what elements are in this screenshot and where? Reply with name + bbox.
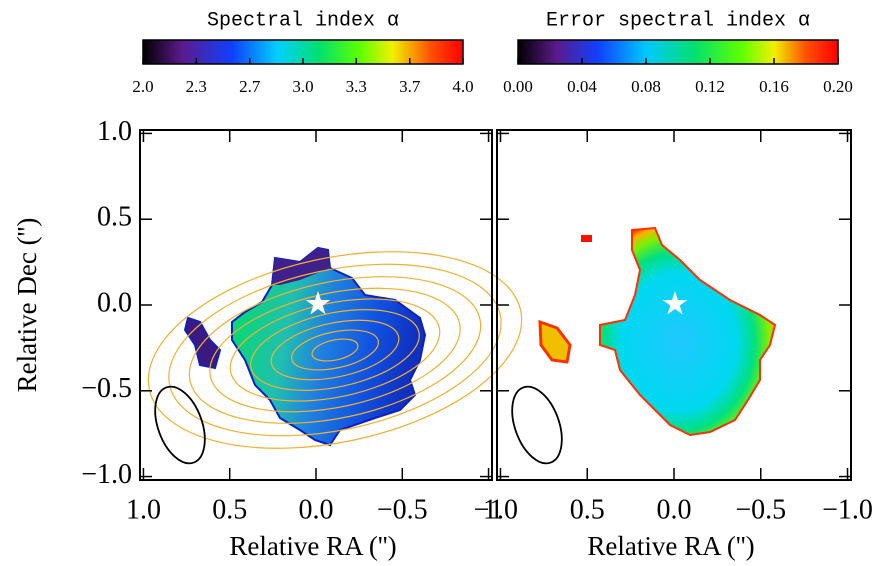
x-axis-label: Relative RA (''): [229, 531, 396, 561]
x-tick-label: 1.0: [126, 494, 161, 525]
contour: [270, 319, 400, 381]
beam: [154, 385, 206, 465]
star: [305, 291, 331, 315]
y-axis-label: Relative Dec (''): [12, 218, 42, 393]
colorbar-title: Error spectral index α: [546, 9, 810, 32]
colorbar-tick-label: 4.0: [452, 77, 473, 96]
colorbar-tick-label: 0.00: [503, 77, 533, 96]
x-tick-label: −0.5: [735, 494, 786, 525]
colorbar-tick-label: 0.20: [823, 77, 853, 96]
map-region: [581, 235, 592, 242]
colorbar: [517, 39, 839, 65]
map-region: [272, 248, 330, 285]
colorbar-tick-label: 0.08: [631, 77, 661, 96]
contour: [168, 263, 502, 437]
y-tick-label: −1.0: [81, 459, 132, 490]
y-tick-label: −0.5: [81, 373, 132, 404]
contour: [229, 298, 441, 402]
x-axis-label: Relative RA (''): [587, 531, 754, 561]
colorbar-tick-label: 3.7: [399, 77, 421, 96]
y-tick-label: 1.0: [97, 116, 132, 147]
x-tick-label: 0.5: [212, 494, 247, 525]
contour: [291, 329, 379, 371]
contour: [209, 287, 461, 413]
colorbar-title: Spectral index α: [207, 9, 399, 32]
star: [662, 291, 688, 315]
x-tick-label: −0.5: [377, 494, 428, 525]
beam: [511, 385, 563, 465]
colorbar-tick-label: 2.3: [186, 77, 207, 96]
colorbar-tick-label: 0.16: [759, 77, 789, 96]
x-tick-label: 0.5: [570, 494, 605, 525]
contour: [311, 338, 359, 362]
colorbar-tick-label: 3.3: [346, 77, 367, 96]
colorbar-tick-label: 0.04: [567, 77, 597, 96]
contour: [188, 276, 482, 424]
x-tick-label: 0.0: [299, 494, 334, 525]
map-region: [538, 319, 572, 364]
colorbar-tick-label: 3.0: [292, 77, 313, 96]
x-tick-label: 0.0: [657, 494, 692, 525]
x-tick-label: 1.0: [483, 494, 518, 525]
y-tick-label: 0.5: [97, 202, 132, 233]
map-region: [599, 226, 777, 437]
colorbar-tick-label: 2.7: [239, 77, 261, 96]
colorbar-tick-label: 0.12: [695, 77, 725, 96]
x-tick-label: −1: [474, 494, 504, 525]
contour: [250, 309, 420, 391]
contour: [147, 251, 523, 449]
colorbar-tick-label: 2.0: [132, 77, 153, 96]
y-tick-label: 0.0: [97, 287, 132, 318]
x-tick-label: −1.0: [822, 494, 873, 525]
